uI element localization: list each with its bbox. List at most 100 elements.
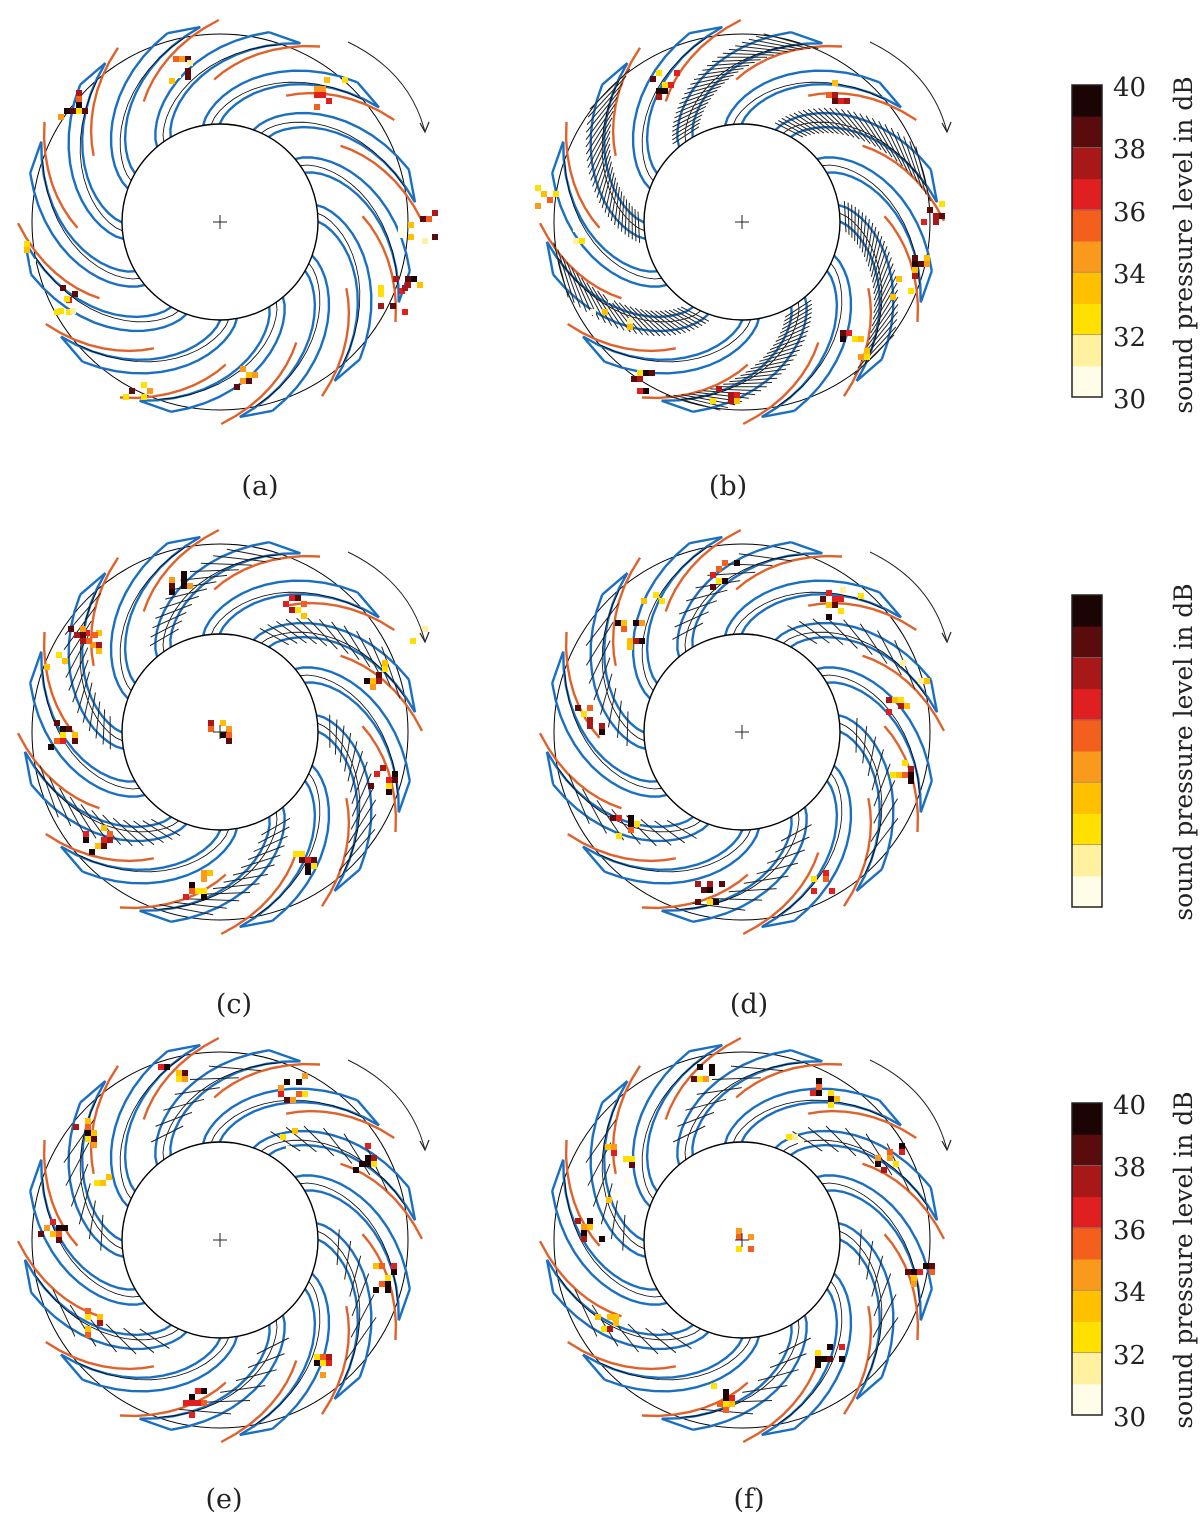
source-cell (158, 1064, 164, 1070)
hatch-line (871, 749, 884, 791)
hatch-line (673, 308, 703, 327)
blade-edge-blue (692, 1314, 808, 1431)
hatch-line (213, 555, 266, 563)
source-cell (929, 1269, 935, 1275)
hatch-line (270, 1130, 301, 1152)
source-cell (623, 1156, 629, 1162)
hatch-line (348, 799, 377, 844)
hatch-line (307, 617, 338, 650)
hatch-line (159, 595, 199, 610)
hatch-line (915, 146, 931, 202)
blade-edge-blue (838, 713, 895, 870)
hatch-line (672, 622, 704, 640)
blade-centerline (776, 1281, 843, 1426)
hatch-line (677, 1111, 715, 1127)
impeller-panel-a (16, 18, 438, 426)
source-cell (662, 88, 668, 94)
hatch-line (812, 618, 844, 645)
source-cell (637, 376, 643, 382)
blade-edge-blue (252, 1129, 410, 1189)
source-cell (624, 1179, 630, 1185)
source-cell (898, 703, 904, 709)
hatch-line (95, 701, 101, 739)
blade-edge-blue (40, 141, 136, 273)
hatch-line (338, 828, 376, 872)
hatch-line (172, 581, 217, 591)
hatch-line (133, 820, 164, 844)
blade-edge-blue (154, 541, 270, 658)
blade-centerline (210, 1099, 363, 1143)
hatch-line (165, 588, 208, 600)
source-cell (292, 1128, 298, 1134)
hatch-line (756, 862, 799, 875)
source-cell (182, 1070, 188, 1076)
blade-edge-blue (316, 1221, 373, 1378)
source-cell (289, 607, 295, 613)
blade-centerline (564, 669, 662, 790)
source-cell (182, 1076, 188, 1082)
blade-edge-orange (320, 798, 351, 907)
source-cell (723, 1401, 729, 1407)
source-cell (82, 108, 88, 114)
hatch-line (600, 673, 613, 715)
source-cell (786, 1134, 792, 1140)
source-cell (62, 658, 68, 664)
hatch-line (742, 1385, 788, 1393)
blade-tip (661, 399, 694, 413)
source-cell (838, 608, 844, 614)
caption-b: (b) (709, 471, 747, 502)
hatch-line (859, 113, 887, 154)
source-cell (899, 1149, 905, 1155)
source-cell (175, 72, 181, 78)
source-cell (398, 226, 404, 232)
source-cell (295, 595, 301, 601)
blade-edge-blue (826, 1189, 922, 1321)
source-cell (176, 1070, 182, 1076)
source-cell (85, 1332, 91, 1338)
source-cell (426, 216, 432, 222)
hatch-line (778, 1337, 812, 1355)
rotation-arrow (869, 41, 952, 134)
source-cell (902, 760, 908, 766)
source-cell (613, 1320, 619, 1326)
colorbar-band (1072, 657, 1102, 690)
source-cell (575, 705, 581, 711)
blade-edge-blue (294, 1174, 411, 1290)
blade-centerline (42, 159, 140, 280)
blade-hatching (39, 765, 181, 847)
blade-centerline (732, 591, 885, 635)
source-cell (710, 584, 716, 590)
hatch-line (769, 335, 807, 351)
blade-centerline (599, 319, 752, 363)
hatch-line (798, 110, 829, 134)
source-cell (719, 881, 725, 887)
blade-edge-blue (604, 1336, 761, 1393)
source-cell (326, 1360, 332, 1366)
hatch-line (818, 107, 850, 137)
hatch-line (77, 671, 90, 714)
hatch-line (847, 202, 850, 235)
hatch-line (88, 1200, 96, 1240)
hatch-line (723, 382, 773, 385)
blade-edge-orange (808, 1109, 917, 1140)
source-cell (85, 1314, 91, 1320)
colorbar-band (1072, 85, 1102, 117)
source-cell (892, 697, 898, 703)
source-cell (748, 1246, 754, 1252)
blade (838, 713, 899, 907)
blade-tip (23, 751, 33, 785)
blade-edge-blue (201, 69, 358, 126)
source-cell (422, 626, 428, 632)
hatch-line (582, 788, 607, 834)
blade-tip (60, 845, 84, 873)
source-cell (100, 1180, 106, 1186)
source-cell (656, 88, 662, 94)
source-cell (838, 596, 844, 602)
source-cell (621, 620, 627, 626)
source-cell (864, 575, 870, 581)
hatch-line (557, 249, 575, 303)
arrow-head (419, 631, 430, 644)
colorbar-top-tick-40: 40 (1113, 73, 1146, 103)
source-cell (815, 1356, 821, 1362)
hatch-line (319, 618, 349, 655)
